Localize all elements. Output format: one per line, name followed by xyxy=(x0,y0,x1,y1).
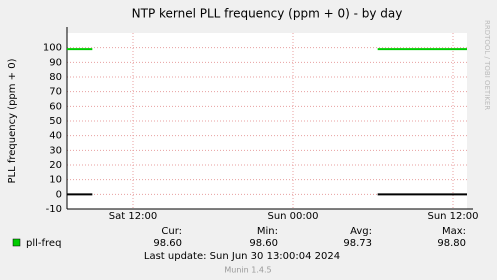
y-tick-label: 60 xyxy=(49,101,62,112)
y-tick-label: 100 xyxy=(43,43,62,54)
chart-title: NTP kernel PLL frequency (ppm + 0) - by … xyxy=(132,7,403,21)
stat-header: Max: xyxy=(442,226,466,237)
y-tick-label: 10 xyxy=(49,175,62,186)
legend-label: pll-freq xyxy=(26,238,61,249)
y-tick-label: 40 xyxy=(49,131,62,142)
y-tick-label: 70 xyxy=(49,87,62,98)
y-tick-label: 20 xyxy=(49,160,62,171)
legend-swatch xyxy=(12,238,21,247)
y-tick-label: 90 xyxy=(49,57,62,68)
x-tick-label: Sun 00:00 xyxy=(267,211,318,222)
y-axis-label: PLL frequency (ppm + 0) xyxy=(7,58,18,183)
footer: Munin 1.4.5 xyxy=(224,266,271,275)
stat-header: Avg: xyxy=(350,226,372,237)
last-update: Last update: Sun Jun 30 13:00:04 2024 xyxy=(144,251,340,262)
stat-header: Min: xyxy=(257,226,278,237)
stat-value: 98.80 xyxy=(437,238,466,249)
stat-value: 98.60 xyxy=(153,238,182,249)
stat-value: 98.73 xyxy=(343,238,372,249)
y-tick-label: -10 xyxy=(46,204,62,215)
y-tick-label: 30 xyxy=(49,145,62,156)
x-tick-label: Sun 12:00 xyxy=(427,211,478,222)
stat-header: Cur: xyxy=(161,226,182,237)
x-tick-label: Sat 12:00 xyxy=(109,211,157,222)
side-text: RRDTOOL / TOBI OETIKER xyxy=(483,20,491,110)
stat-value: 98.60 xyxy=(249,238,278,249)
y-tick-label: 80 xyxy=(49,72,62,83)
y-tick-label: 0 xyxy=(56,189,62,200)
y-tick-label: 50 xyxy=(49,116,62,127)
